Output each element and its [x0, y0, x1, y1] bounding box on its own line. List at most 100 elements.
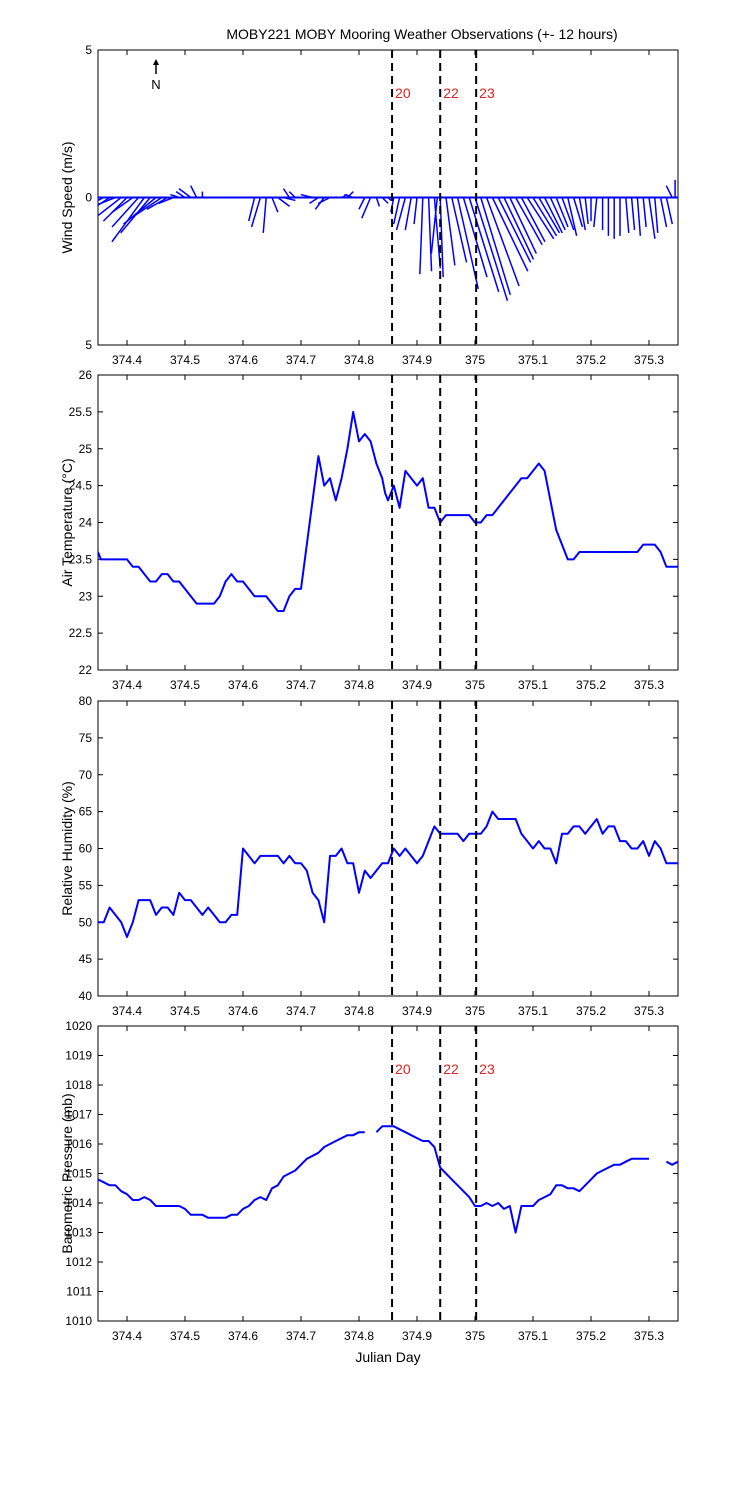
x-tick-label: 374.6 — [228, 678, 258, 692]
y-tick-label: 70 — [79, 768, 93, 782]
wind-vector — [451, 197, 468, 263]
x-tick-label: 375.1 — [518, 1329, 548, 1343]
x-tick-label: 375.1 — [518, 678, 548, 692]
marker-label: 22 — [443, 1061, 459, 1077]
wind-vector — [262, 197, 267, 233]
y-tick-label: 65 — [79, 805, 93, 819]
wind-vector — [247, 197, 256, 222]
wind-vector — [642, 197, 647, 228]
x-tick-label: 374.4 — [112, 678, 142, 692]
y-axis-label: Wind Speed (m/s) — [59, 141, 75, 253]
wind-vector — [98, 196, 116, 206]
wind-vector — [485, 197, 520, 287]
wind-vector — [190, 185, 198, 198]
data-line — [665, 1160, 678, 1166]
wind-vector — [526, 197, 555, 240]
wind-vector — [283, 196, 296, 202]
wind-vector — [584, 197, 589, 225]
wind-vector — [158, 196, 174, 205]
wind-vector — [413, 197, 418, 225]
x-tick-label: 374.6 — [228, 1004, 258, 1018]
marker-label: 20 — [395, 85, 411, 101]
x-tick-label: 375.2 — [576, 1329, 606, 1343]
y-tick-label: 1020 — [65, 1019, 92, 1033]
x-tick-label: 374.8 — [344, 678, 374, 692]
x-tick-label: 374.5 — [170, 1004, 200, 1018]
y-tick-label: 23 — [79, 589, 93, 603]
wind-vector — [497, 197, 532, 263]
wind-vector — [309, 196, 319, 205]
marker-label: 23 — [479, 85, 495, 101]
data-line — [98, 810, 678, 938]
wind-vector — [134, 196, 163, 216]
marker-label: 20 — [395, 1061, 411, 1077]
x-tick-label: 374.5 — [170, 353, 200, 367]
x-tick-label: 374.5 — [170, 1329, 200, 1343]
y-tick-label: 1011 — [66, 1285, 92, 1299]
wind-vector — [98, 196, 111, 207]
x-tick-label: 375.1 — [518, 1004, 548, 1018]
wind-vector — [567, 197, 578, 237]
y-tick-label: 1014 — [65, 1196, 92, 1210]
y-tick-label: 22.5 — [69, 626, 93, 640]
x-tick-label: 374.6 — [228, 353, 258, 367]
wind-vector — [300, 193, 313, 199]
panel-barometric-pressure: 1010 1011 1012 1013 1014 1015 1016 1017 1018 1019… — [59, 1019, 679, 1365]
y-axis-label: Relative Humidity (%) — [59, 781, 75, 916]
wind-vector — [111, 196, 134, 213]
y-tick-label: 5 — [85, 338, 92, 352]
y-tick-label: 5 — [85, 43, 92, 57]
wind-vector — [98, 196, 105, 202]
wind-vector — [358, 197, 366, 210]
y-tick-label: 22 — [79, 663, 93, 677]
wind-vector — [387, 196, 392, 201]
wind-vector — [427, 197, 433, 272]
y-tick-label: 24 — [79, 516, 93, 530]
wind-vector — [555, 197, 569, 228]
wind-vector — [654, 197, 659, 233]
y-tick-label: 1019 — [65, 1049, 92, 1063]
plot-area — [98, 1125, 678, 1234]
wind-vector — [430, 197, 439, 254]
x-tick-label: 375.2 — [576, 678, 606, 692]
y-tick-label: 50 — [79, 915, 93, 929]
y-tick-label: 1013 — [65, 1226, 92, 1240]
x-tick-label: 374.7 — [286, 1004, 316, 1018]
wind-vector — [395, 197, 407, 231]
wind-vector — [277, 196, 291, 207]
y-tick-label: 1018 — [65, 1078, 92, 1092]
wind-vector — [659, 197, 668, 228]
wind-vector — [503, 197, 535, 260]
y-axis-label: Air Temperature (°C) — [59, 458, 75, 586]
wind-vector — [361, 197, 372, 219]
wind-vector — [178, 188, 192, 199]
wind-vector — [538, 197, 561, 234]
wind-vector — [282, 188, 291, 198]
north-label: N — [151, 77, 160, 92]
wind-vector — [271, 197, 279, 213]
wind-vector — [561, 197, 575, 231]
panel-air-temperature: 22 22.5 23 23.5 24 24.5 25 25.5 26 374.4 374.5 374.… — [59, 368, 679, 692]
x-tick-label: 374.9 — [402, 353, 432, 367]
plot-area — [98, 410, 678, 612]
x-tick-label: 374.7 — [286, 678, 316, 692]
x-tick-label: 375.3 — [634, 1329, 664, 1343]
x-tick-label: 375.3 — [634, 1004, 664, 1018]
x-axis-label: Julian Day — [355, 1349, 420, 1365]
x-tick-label: 375.2 — [576, 353, 606, 367]
y-tick-label: 55 — [79, 878, 93, 892]
y-tick-label: 80 — [79, 694, 93, 708]
y-tick-label: 0 — [85, 191, 92, 205]
wind-vector — [509, 197, 538, 254]
y-tick-label: 1010 — [65, 1314, 92, 1328]
x-tick-label: 375.1 — [518, 353, 548, 367]
x-tick-label: 375 — [465, 678, 485, 692]
x-tick-label: 374.5 — [170, 678, 200, 692]
wind-vector — [648, 197, 656, 239]
x-tick-label: 374.4 — [112, 353, 142, 367]
y-tick-label: 1017 — [65, 1108, 92, 1122]
wind-vector — [520, 197, 546, 243]
wind-vector — [170, 193, 180, 199]
x-tick-label: 375.3 — [634, 678, 664, 692]
